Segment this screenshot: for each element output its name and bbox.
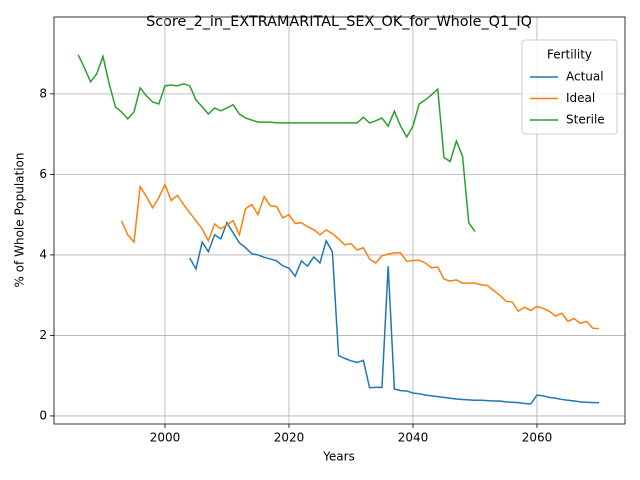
x-axis-label: Years — [322, 450, 355, 464]
legend-frame — [521, 39, 618, 135]
y-tick-label: 6 — [39, 167, 47, 181]
line-series — [189, 221, 599, 405]
x-tick-label: 2060 — [522, 431, 553, 445]
legend-title: Fertility — [547, 48, 592, 62]
y-tick-label: 2 — [39, 328, 47, 342]
x-tick-label: 2000 — [150, 431, 181, 445]
plot-frame — [53, 16, 626, 425]
x-tick-label: 2020 — [274, 431, 305, 445]
y-tick-label: 4 — [39, 247, 47, 261]
legend: Fertility Actual Ideal Sterile — [521, 39, 618, 135]
legend-label: Ideal — [566, 91, 595, 105]
y-tick-label: 8 — [39, 86, 47, 100]
legend-label: Actual — [566, 70, 604, 84]
x-tick-label: 2040 — [398, 431, 429, 445]
y-tick-label: 0 — [39, 408, 47, 422]
y-axis-label: % of Whole Population — [13, 153, 27, 288]
chart-title: Score_2_in_EXTRAMARITAL_SEX_OK_for_Whole… — [146, 14, 532, 30]
line-series — [120, 182, 600, 330]
legend-label: Sterile — [566, 113, 605, 127]
line-series — [77, 53, 476, 233]
